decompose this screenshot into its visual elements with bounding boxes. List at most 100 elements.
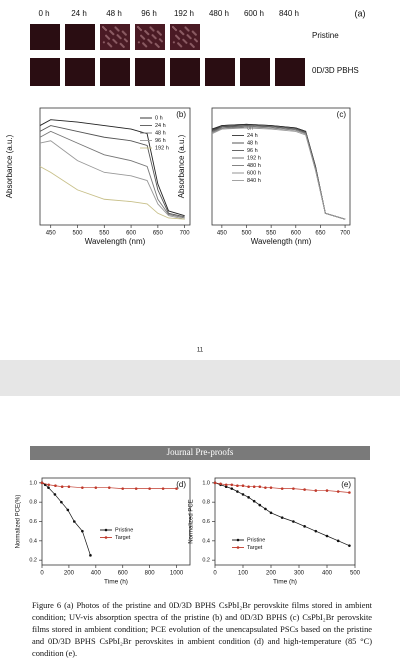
data-point [53, 493, 57, 496]
degradation-spot [185, 41, 188, 44]
data-point [175, 487, 178, 490]
film-photo [30, 58, 60, 86]
x-tick-label: 550 [266, 231, 277, 237]
legend-marker [236, 538, 240, 542]
data-point [303, 488, 306, 491]
degradation-spot [150, 41, 153, 44]
panel-label: (a) [355, 8, 366, 18]
legend-marker [236, 546, 240, 549]
x-tick-label: 0 [40, 571, 44, 577]
y-axis-label: Normalized PCE(%) [16, 495, 22, 549]
x-tick-label: 700 [340, 231, 351, 237]
data-point [148, 487, 151, 490]
degradation-spot [192, 45, 195, 49]
degradation-spot [182, 33, 185, 36]
x-tick-label: 200 [64, 571, 75, 577]
film-photo [30, 24, 60, 50]
film-photo [65, 58, 95, 86]
degradation-spot [137, 41, 140, 44]
degradation-spot [154, 37, 157, 40]
series-line [211, 125, 346, 220]
data-point [336, 490, 340, 493]
series-line [211, 126, 346, 220]
panel-label: (c) [337, 110, 347, 119]
y-tick-label: 0.6 [202, 519, 210, 525]
time-label: 840 h [279, 9, 299, 18]
page-gap [0, 360, 400, 396]
data-point [241, 493, 245, 496]
y-tick-label: 0.8 [202, 500, 210, 506]
degradation-spot [104, 28, 108, 32]
film-photo [100, 58, 130, 86]
x-tick-label: 1000 [170, 571, 184, 577]
degradation-spot [124, 33, 127, 36]
y-tick-label: 0.2 [202, 558, 210, 564]
legend-label: 24 h [247, 133, 258, 139]
y-tick-label: 1.0 [29, 480, 37, 486]
y-tick-label: 0.4 [29, 538, 37, 544]
legend-label: Target [247, 545, 263, 551]
data-point [213, 481, 217, 485]
data-point [336, 539, 340, 543]
y-axis-label: Absorbance (a.u.) [5, 134, 14, 198]
x-tick-label: 650 [315, 231, 326, 237]
data-point [314, 489, 318, 492]
data-point [107, 486, 111, 489]
series-line [39, 166, 185, 220]
data-point [60, 485, 64, 489]
legend-label: 48 h [247, 140, 258, 146]
data-point [67, 485, 71, 489]
x-tick-label: 500 [72, 231, 83, 237]
plot-frame [41, 477, 191, 566]
data-point [247, 496, 250, 499]
data-point [258, 503, 262, 507]
degradation-spot [112, 33, 115, 36]
data-point [161, 487, 165, 490]
degradation-spot [102, 41, 105, 44]
header: Journal Pre-proofs [167, 447, 234, 457]
data-point [40, 481, 44, 485]
x-tick-label: 600 [126, 231, 137, 237]
x-tick-label: 500 [350, 571, 361, 577]
data-point [236, 484, 239, 488]
degradation-spot [187, 29, 190, 32]
data-point [252, 499, 256, 503]
degradation-spot [119, 37, 122, 40]
data-point [264, 486, 267, 489]
x-axis-label: Time (h) [104, 579, 128, 586]
data-point [66, 508, 70, 512]
x-axis-label: Time (h) [273, 579, 297, 586]
x-tick-label: 550 [99, 231, 110, 237]
degradation-spot [194, 33, 197, 36]
degradation-spot [160, 40, 163, 43]
legend-label: 0 h [155, 115, 163, 121]
data-point [292, 520, 295, 523]
legend-label: 480 h [247, 163, 261, 169]
y-tick-label: 1.0 [202, 480, 210, 486]
plot-frame [211, 107, 351, 226]
x-tick-label: 800 [145, 571, 156, 577]
page-number: 11 [197, 348, 204, 354]
header-bar [30, 446, 370, 460]
data-point [47, 486, 50, 489]
data-point [269, 511, 273, 515]
x-tick-label: 0 [213, 571, 217, 577]
degradation-spot [125, 40, 128, 43]
time-label: 48 h [106, 9, 122, 18]
film-photo [135, 58, 165, 86]
data-point [348, 491, 351, 494]
data-point [280, 487, 284, 490]
data-point [230, 483, 234, 487]
degradation-spot [159, 33, 162, 36]
series-line [211, 123, 346, 220]
data-point [236, 490, 239, 493]
series-line [211, 125, 346, 220]
series-line [214, 482, 350, 546]
data-point [325, 489, 329, 492]
row-label: Pristine [312, 31, 339, 40]
data-point [230, 487, 234, 490]
photo-grid [30, 24, 305, 86]
x-axis-label: Wavelength (nm) [85, 237, 146, 246]
